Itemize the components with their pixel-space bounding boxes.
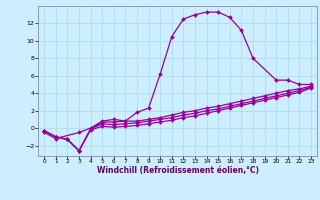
X-axis label: Windchill (Refroidissement éolien,°C): Windchill (Refroidissement éolien,°C) [97, 166, 259, 175]
